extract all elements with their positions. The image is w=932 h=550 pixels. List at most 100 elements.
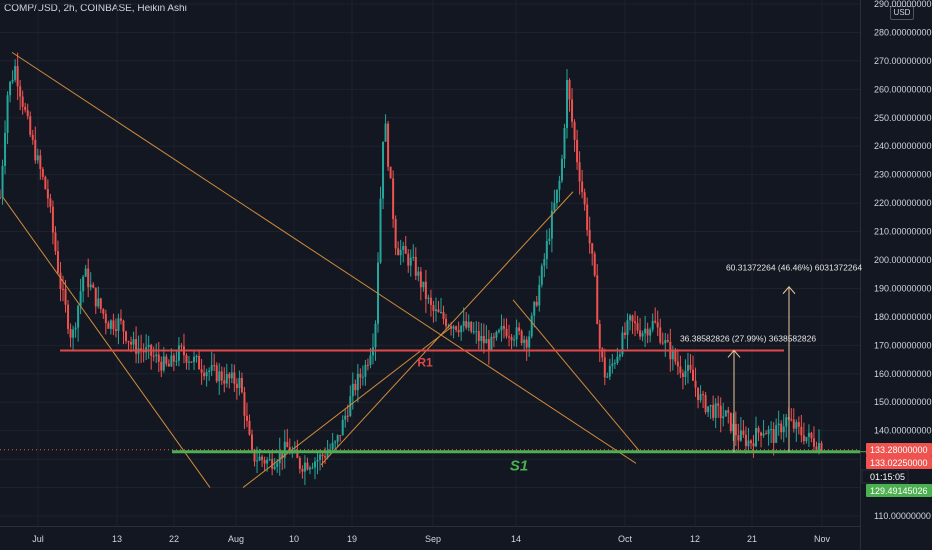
price-tick-label: 220.00000000 (874, 198, 932, 208)
candle-body (621, 332, 624, 355)
candle-body (321, 454, 324, 457)
candle-body (14, 66, 17, 80)
candle-body (374, 323, 377, 348)
time-tick-label: 22 (169, 534, 179, 544)
candle-body (215, 365, 218, 382)
candle-body (477, 331, 480, 341)
candle-body (394, 219, 397, 249)
candle-body (407, 253, 410, 266)
candle-body (412, 256, 415, 258)
candle-body (485, 339, 488, 344)
candle-body (598, 323, 601, 349)
candle-body (465, 321, 468, 328)
time-tick-label: 21 (747, 534, 757, 544)
candle-body (450, 326, 453, 329)
bid-price-tag-bg (866, 484, 932, 497)
candle-body (641, 333, 644, 337)
trendline-up-2[interactable] (320, 191, 574, 466)
trendline-major[interactable] (11, 51, 637, 464)
candle-body (195, 355, 198, 357)
candle-body (805, 436, 808, 442)
candle-body (104, 313, 107, 324)
candle-body (230, 372, 233, 379)
candle-body (59, 272, 62, 289)
candle-body (470, 321, 473, 332)
candle-body (785, 417, 788, 427)
candle-body (747, 440, 750, 447)
candle-body (402, 246, 405, 250)
candle-body (460, 325, 463, 333)
candle-body (427, 297, 430, 299)
candle-body (135, 339, 138, 354)
candle-body (596, 275, 599, 324)
candle-body (16, 66, 19, 87)
candle-body (409, 257, 412, 266)
candle-body (503, 325, 505, 329)
candle-body (208, 370, 211, 372)
candle-body (629, 315, 631, 321)
candle-body (694, 380, 697, 388)
candle-body (29, 116, 32, 135)
candle-body (626, 320, 629, 335)
candle-body (515, 327, 518, 340)
candle-body (303, 462, 306, 472)
candle-body (671, 351, 674, 360)
candle-body (666, 339, 669, 342)
candle-body (404, 246, 407, 254)
candle-body (359, 373, 362, 378)
candle-body (709, 405, 712, 407)
candle-body (475, 331, 478, 333)
candle-body (417, 271, 420, 276)
candle-body (155, 354, 158, 356)
candle-body (452, 326, 455, 329)
candle-body (646, 328, 649, 336)
candle-body (210, 365, 213, 371)
candle-body (659, 327, 662, 343)
candle-body (263, 460, 266, 464)
trendline-channel-upper[interactable] (512, 299, 640, 451)
candle-body (422, 281, 425, 288)
candle-body (545, 240, 548, 260)
candle-body (79, 291, 82, 306)
candle-body (429, 297, 432, 305)
candle-body (49, 198, 52, 207)
candle-body (812, 438, 815, 447)
currency-badge[interactable]: USD (890, 6, 914, 20)
candle-body (311, 467, 314, 469)
candle-body (324, 456, 327, 458)
candle-body (243, 392, 246, 416)
price-tick-label: 260.00000000 (874, 84, 932, 94)
candle-body (276, 463, 279, 467)
candle-body (286, 441, 289, 448)
trendline-up-1[interactable] (242, 327, 451, 488)
candle-body (790, 419, 793, 421)
candle-body (702, 394, 705, 396)
candle-body (618, 354, 621, 357)
candle-body (316, 459, 319, 462)
candle-body (704, 395, 707, 413)
candle-body (742, 430, 745, 435)
candle-body (686, 364, 689, 371)
candle-body (273, 466, 276, 469)
candle-body (676, 361, 679, 367)
candle-body (520, 330, 523, 344)
candle-body (298, 457, 301, 469)
candle-body (127, 341, 130, 343)
candle-body (336, 435, 339, 442)
candle-body (51, 206, 54, 233)
candle-body (810, 432, 813, 439)
measure-arrow-long-head (782, 285, 796, 295)
candle-body (94, 287, 97, 307)
candle-body (261, 456, 264, 461)
candle-body (717, 403, 720, 406)
candle-body (84, 268, 87, 277)
candle-body (205, 371, 208, 377)
candle-body (82, 276, 85, 292)
candle-body (326, 452, 329, 458)
measure-label-long: 60.31372264 (46.46%) 6031372264 (726, 263, 862, 273)
candle-body (581, 181, 584, 193)
candle-body (200, 369, 203, 373)
candle-body (525, 339, 528, 348)
trendline-wedge-lower[interactable] (2, 197, 211, 488)
